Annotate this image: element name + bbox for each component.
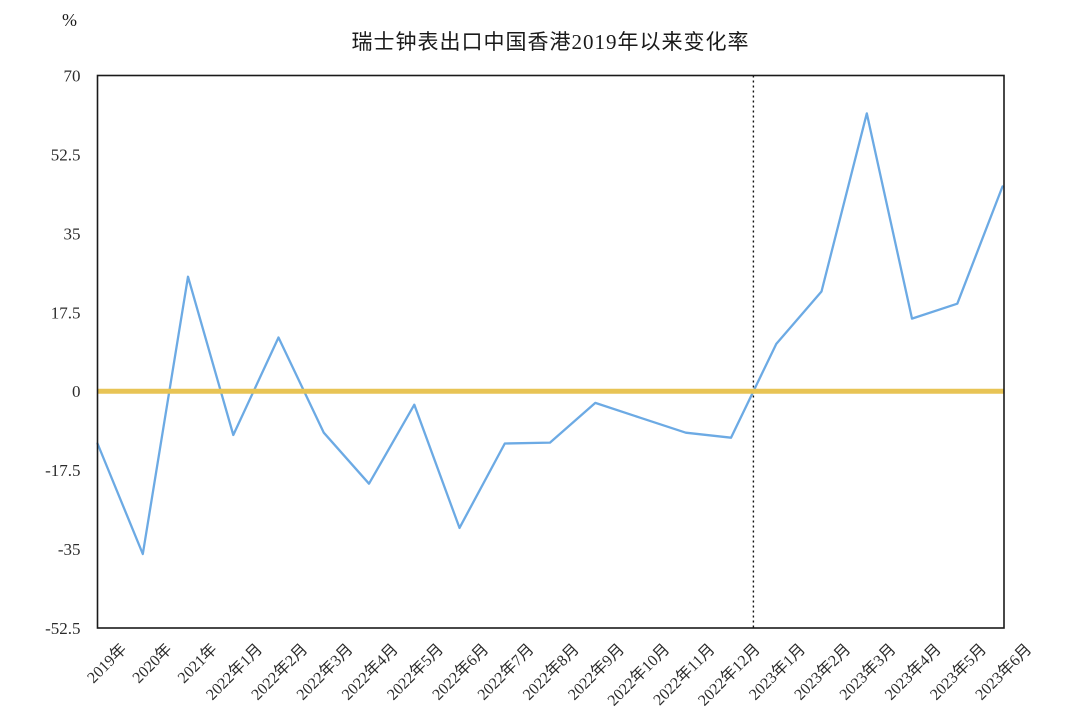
y-axis-tick-label: 52.5	[51, 145, 81, 164]
data-series-line	[96, 112, 1004, 556]
y-axis-tick-label: -35	[58, 540, 81, 559]
chart-title: 瑞士钟表出口中国香港2019年以来变化率	[351, 30, 750, 54]
x-axis-tick-label: 2019年	[84, 640, 131, 687]
y-axis-tick-label: 35	[64, 224, 81, 243]
y-axis-tick-label: 0	[72, 382, 81, 401]
x-axis-tick-label: 2020年	[129, 640, 176, 687]
y-axis-tick-label: -17.5	[45, 461, 80, 480]
plot-border	[96, 74, 1005, 629]
y-axis-tick-label: -52.5	[45, 619, 80, 638]
y-axis-unit-label: %	[62, 10, 77, 30]
y-axis-tick-label: 70	[64, 67, 81, 86]
y-axis-tick-label: 17.5	[51, 303, 81, 322]
